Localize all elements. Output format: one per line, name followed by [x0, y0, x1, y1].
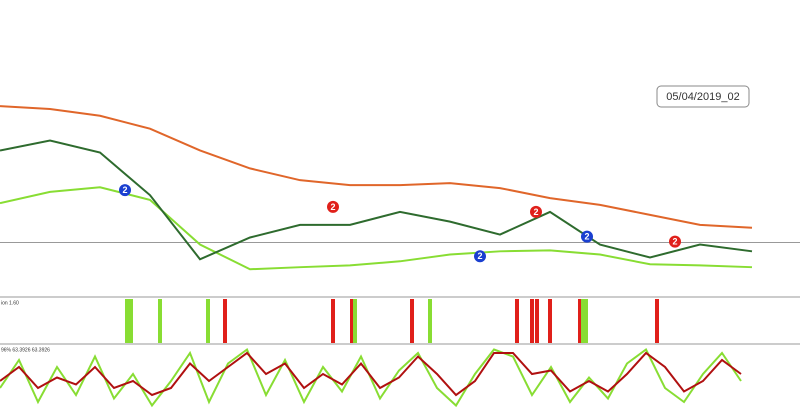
- signal: [327, 200, 339, 213]
- panel-label: 96% 63.3926 63.3926: [1, 347, 50, 353]
- signal-bar: [331, 299, 335, 343]
- signal-bar: [530, 299, 534, 343]
- signal: [119, 184, 131, 197]
- label-box: [656, 85, 750, 108]
- signal-label: 2: [477, 251, 482, 261]
- series-line: [0, 186, 753, 271]
- signal-bar: [129, 299, 133, 343]
- signal: [474, 250, 486, 263]
- date-label: 05/04/2019_02: [666, 91, 739, 103]
- series-line: [0, 351, 742, 397]
- signal-bar: [206, 299, 210, 343]
- signal-bar: [548, 299, 552, 343]
- signal-bar: [125, 299, 129, 343]
- series-line: [0, 139, 753, 261]
- signal-bar: [353, 299, 357, 343]
- signal-bar: [655, 299, 659, 343]
- signal-bar: [581, 299, 585, 343]
- signal-label: 2: [533, 207, 538, 217]
- signal-label: 2: [584, 231, 589, 241]
- panel-label: ion 1.60: [1, 300, 19, 306]
- signal-bar: [428, 299, 432, 343]
- signal-bar: [584, 299, 588, 343]
- signal: [669, 235, 681, 248]
- signal-bar: [223, 299, 227, 343]
- series-line: [0, 347, 742, 408]
- signal-bar: [535, 299, 539, 343]
- signal-bar: [515, 299, 519, 343]
- signal-bar: [350, 299, 354, 343]
- signal: [581, 230, 593, 243]
- signal-label: 2: [672, 236, 677, 246]
- signal: [530, 205, 542, 218]
- signal-bar: [578, 299, 582, 343]
- signal-label: 2: [330, 202, 335, 212]
- series-line: [0, 105, 753, 229]
- signal-bar: [158, 299, 162, 343]
- signal-bar: [410, 299, 414, 343]
- signal-label: 2: [122, 185, 127, 195]
